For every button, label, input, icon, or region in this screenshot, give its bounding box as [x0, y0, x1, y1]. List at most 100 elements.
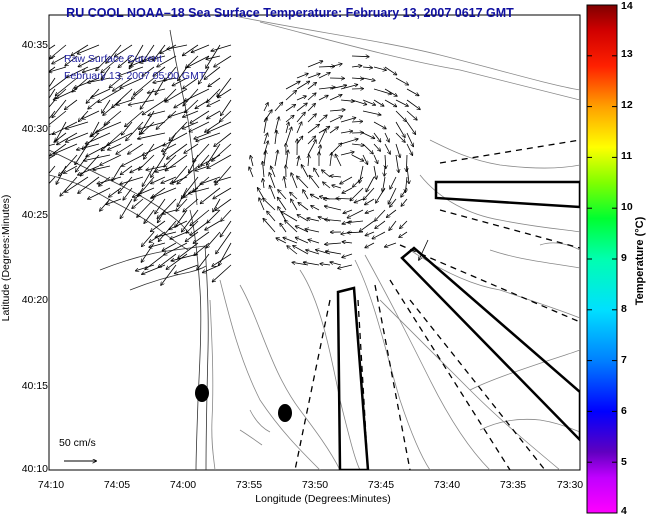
y-tick-label: 40:10: [21, 463, 48, 475]
current-vector: [296, 113, 305, 123]
current-vector: [76, 154, 89, 172]
current-vector: [109, 77, 122, 88]
current-vector: [218, 88, 232, 98]
current-vector: [156, 110, 177, 129]
current-vector: [296, 122, 302, 134]
current-vector: [151, 187, 177, 198]
current-vector: [149, 242, 166, 247]
current-vector: [263, 103, 268, 112]
current-vector: [189, 187, 210, 193]
current-vector: [274, 151, 278, 167]
current-vector: [119, 66, 144, 76]
y-tick-label: 40:15: [21, 380, 48, 392]
plot-frame: [48, 14, 581, 471]
current-vector: [406, 132, 413, 146]
current-vector: [208, 77, 221, 87]
current-vector: [419, 239, 429, 260]
current-vector: [297, 176, 309, 189]
current-vector: [307, 104, 315, 112]
current-vector: [118, 55, 133, 67]
current-vector: [183, 121, 199, 129]
current-vector: [285, 220, 298, 233]
current-vector: [49, 165, 56, 174]
current-vector: [207, 154, 232, 168]
colorbar-tick-label: 7: [621, 354, 627, 366]
current-vector: [166, 253, 188, 269]
current-vector: [129, 99, 155, 105]
current-vector: [385, 154, 386, 168]
current-vector: [351, 78, 363, 79]
current-vector: [128, 143, 144, 154]
current-vector: [338, 264, 353, 268]
current-vector: [101, 66, 111, 79]
x-tick-label: 74:05: [103, 479, 131, 491]
current-vector: [165, 66, 177, 81]
current-vector: [50, 44, 67, 59]
current-vector: [169, 220, 188, 229]
current-vector: [275, 131, 277, 145]
current-vector: [348, 232, 364, 233]
current-vector: [156, 231, 177, 237]
current-vector: [340, 118, 356, 123]
current-vector: [285, 91, 296, 101]
current-vector: [56, 165, 67, 184]
current-vector: [291, 199, 298, 211]
x-tick-label: 74:10: [37, 479, 65, 491]
current-vector: [263, 219, 276, 233]
current-vector: [318, 87, 335, 89]
current-vector: [278, 190, 287, 200]
legend-line-1: Raw Surface Current: [64, 53, 163, 65]
current-vector: [207, 209, 221, 223]
current-vector: [388, 187, 397, 204]
current-vector: [362, 77, 375, 81]
current-vector: [171, 253, 199, 261]
current-vector: [52, 55, 67, 64]
current-vector: [65, 176, 89, 192]
current-vector: [96, 55, 111, 70]
x-tick-label: 73:35: [499, 479, 527, 491]
current-vector: [250, 156, 254, 167]
current-vector: [325, 206, 342, 211]
current-vector: [342, 187, 353, 193]
current-vector: [123, 187, 133, 200]
current-vector: [169, 121, 188, 141]
current-vector: [178, 242, 199, 258]
current-vector: [71, 44, 89, 56]
colorbar-tick-label: 11: [621, 150, 633, 162]
current-vector: [186, 220, 199, 233]
current-vector: [207, 88, 221, 102]
current-vector: [139, 121, 166, 129]
current-vector: [118, 176, 133, 193]
current-vector: [84, 154, 111, 161]
x-tick-label: 73:50: [301, 479, 329, 491]
current-vector: [185, 99, 199, 113]
current-vector: [320, 264, 331, 265]
current-vector: [270, 186, 276, 200]
current-vector: [406, 99, 420, 109]
current-vector: [373, 165, 376, 179]
current-vector: [190, 110, 210, 123]
current-vector: [186, 231, 199, 241]
current-vector: [163, 242, 177, 251]
current-vector: [90, 121, 111, 137]
current-vector: [304, 262, 320, 266]
current-vector: [340, 131, 352, 133]
current-vector: [161, 176, 177, 183]
current-vector: [342, 253, 353, 257]
current-vector: [192, 44, 210, 52]
current-vector: [189, 121, 210, 132]
current-vector: [49, 44, 56, 50]
current-vector: [115, 44, 133, 57]
current-vector: [205, 220, 221, 230]
current-vector: [173, 165, 188, 183]
current-vector: [148, 88, 166, 93]
current-vector: [213, 187, 232, 199]
current-vector: [207, 110, 221, 119]
current-vector: [307, 218, 320, 222]
current-vector: [216, 198, 232, 210]
current-vector: [120, 176, 144, 184]
current-vector: [102, 99, 111, 113]
current-vector: [373, 154, 378, 163]
current-vector: [142, 264, 166, 274]
current-vector: [175, 264, 199, 274]
